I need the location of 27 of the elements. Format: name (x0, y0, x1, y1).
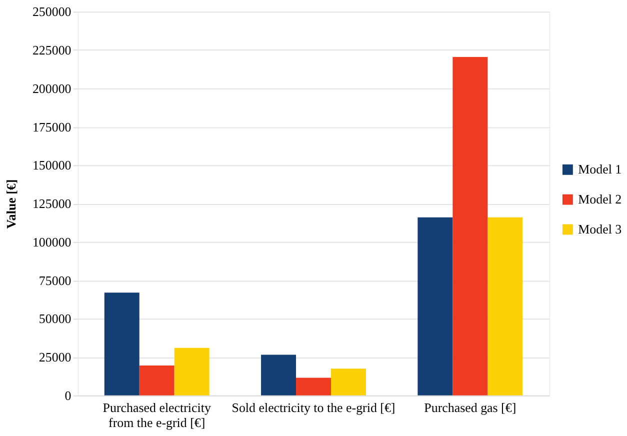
y-tick-label: 75000 (38, 272, 72, 288)
y-tick-label: 200000 (32, 80, 72, 96)
bar (104, 292, 140, 396)
bar (488, 217, 523, 396)
bar (296, 378, 331, 396)
y-tick-label: 100000 (32, 234, 72, 250)
y-tick-label: 250000 (32, 4, 72, 20)
bar (330, 368, 366, 396)
bar (452, 56, 488, 396)
y-tick-label: 175000 (32, 119, 72, 134)
y-axis-title: Value [€] (3, 179, 18, 229)
y-tick-label: 125000 (32, 196, 72, 212)
y-tick-label: 0 (64, 388, 72, 403)
y-tick-label: 50000 (38, 311, 72, 326)
x-tick-label: Purchased gas [€] (424, 400, 516, 415)
x-tick-label: Purchased electricity from the e-grid [€] (102, 400, 212, 430)
bar (139, 366, 174, 396)
legend-label: Model 2 (578, 192, 622, 207)
bar (174, 348, 210, 396)
y-tick-label: 25000 (38, 350, 72, 365)
bar (418, 217, 453, 396)
y-tick-label: 150000 (32, 158, 72, 173)
legend-label: Model 3 (578, 221, 622, 236)
bar (261, 354, 296, 396)
legend-label: Model 1 (578, 162, 622, 177)
y-tick-label: 225000 (32, 42, 72, 58)
x-tick-label: Sold electricity to the e-grid [€] (232, 400, 396, 415)
